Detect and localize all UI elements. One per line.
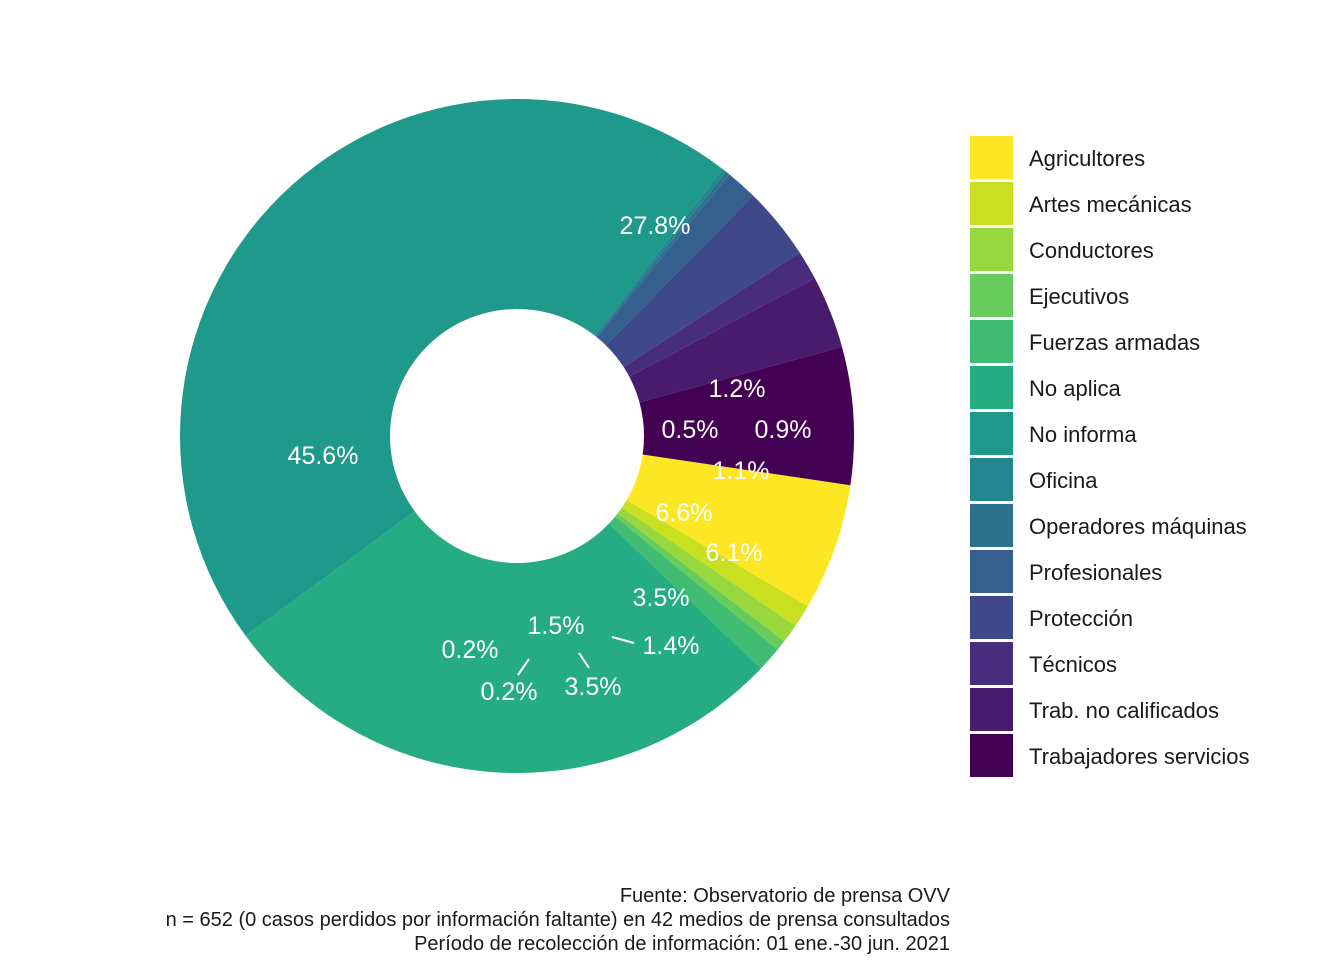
slice-label-agricultores: 6.1%	[706, 539, 763, 567]
slice-oficina	[594, 169, 727, 337]
legend-label-operadores-maquinas: Operadores máquinas	[1029, 514, 1247, 539]
slice-operadores-maquinas	[595, 171, 730, 338]
slice-label-operadores-maquinas: 0.2%	[481, 678, 538, 706]
slice-trabajadores-servicios	[639, 346, 854, 486]
legend: Agricultores Artes mecánicas Conductores Ej…	[970, 136, 1250, 777]
slice-tecnicos	[623, 252, 815, 377]
legend-key-no-informa	[970, 412, 1013, 455]
slice-no-informa	[179, 98, 723, 636]
legend-label-conductores: Conductores	[1029, 238, 1154, 263]
legend-key-tecnicos	[970, 642, 1013, 685]
slice-trab-no-calificados	[629, 278, 842, 403]
leader-line-tecnicos	[611, 636, 635, 644]
slice-artes-mecanicas	[621, 500, 808, 626]
caption-period: Período de recolección de información: 0…	[414, 933, 950, 955]
legend-label-trabajadores-servicios: Trabajadores servicios	[1029, 744, 1250, 769]
slice-label-tecnicos: 1.4%	[643, 632, 700, 660]
slice-no-aplica	[245, 511, 761, 774]
slice-proteccion	[605, 195, 800, 367]
legend-label-fuerzas-armadas: Fuerzas armadas	[1029, 330, 1200, 355]
slice-label-conductores: 0.9%	[755, 416, 812, 444]
legend-key-profesionales	[970, 550, 1013, 593]
slice-label-proteccion: 3.5%	[565, 673, 622, 701]
legend-key-trab-no-calificados	[970, 688, 1013, 731]
legend-key-proteccion	[970, 596, 1013, 639]
legend-key-agricultores	[970, 136, 1013, 179]
legend-key-conductores	[970, 228, 1013, 271]
legend-label-agricultores: Agricultores	[1029, 146, 1145, 171]
slice-label-oficina: 0.2%	[442, 636, 499, 664]
slice-ejecutivos	[615, 513, 785, 650]
legend-label-ejecutivos: Ejecutivos	[1029, 284, 1129, 309]
legend-label-profesionales: Profesionales	[1029, 560, 1162, 585]
slice-agricultores	[626, 454, 851, 607]
legend-label-trab-no-calificados: Trab. no calificados	[1029, 698, 1219, 723]
legend-key-fuerzas-armadas	[970, 320, 1013, 363]
slice-label-ejecutivos: 0.5%	[662, 416, 719, 444]
caption-source: Fuente: Observatorio de prensa OVV	[619, 885, 950, 907]
legend-key-artes-mecanicas	[970, 182, 1013, 225]
slice-label-artes-mecanicas: 1.1%	[713, 457, 770, 485]
slice-fuerzas-armadas	[608, 516, 778, 669]
caption-sample: n = 652 (0 casos perdidos por informació…	[165, 909, 950, 931]
slice-label-trabajadores-servicios: 6.6%	[656, 499, 713, 527]
legend-label-tecnicos: Técnicos	[1029, 652, 1117, 677]
legend-label-artes-mecanicas: Artes mecánicas	[1029, 192, 1192, 217]
slice-label-profesionales: 1.5%	[528, 612, 585, 640]
leader-line-operadores-maquinas	[517, 658, 530, 676]
legend-key-trabajadores-servicios	[970, 734, 1013, 777]
legend-label-oficina: Oficina	[1029, 468, 1098, 493]
slice-profesionales	[597, 174, 754, 346]
legend-key-oficina	[970, 458, 1013, 501]
legend-key-ejecutivos	[970, 274, 1013, 317]
slice-label-no-informa: 45.6%	[288, 442, 359, 470]
slice-labels: 6.1% 1.1% 0.9% 0.5% 1.2% 27.8% 45.6% 0.2% 0.2% 1.…	[288, 212, 812, 706]
slice-label-trab-no-calificados: 3.5%	[633, 584, 690, 612]
slice-label-fuerzas-armadas: 1.2%	[709, 375, 766, 403]
legend-key-operadores-maquinas	[970, 504, 1013, 547]
slice-label-no-aplica: 27.8%	[620, 212, 691, 240]
leader-line-proteccion	[578, 652, 590, 669]
legend-label-no-aplica: No aplica	[1029, 376, 1121, 401]
legend-label-proteccion: Protección	[1029, 606, 1133, 631]
legend-label-no-informa: No informa	[1029, 422, 1137, 447]
slice-conductores	[617, 507, 796, 642]
legend-key-no-aplica	[970, 366, 1013, 409]
donut-slices	[179, 98, 854, 774]
caption: Fuente: Observatorio de prensa OVV n = 6…	[166, 884, 950, 956]
leader-lines	[517, 636, 635, 676]
